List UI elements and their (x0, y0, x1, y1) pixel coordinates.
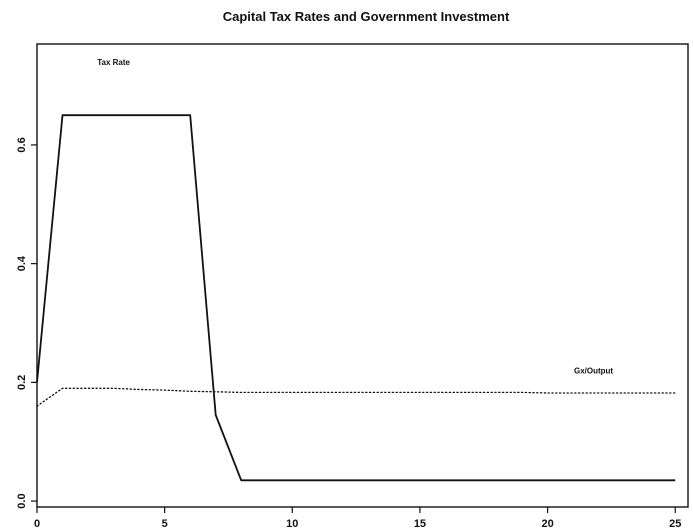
plot-frame (36, 43, 689, 508)
x-axis: 0 5 10 15 20 25 (34, 507, 681, 530)
y-tick-label-0: 0.0 (16, 493, 28, 508)
chart-title: Capital Tax Rates and Government Investm… (223, 9, 510, 24)
x-tick-label-25: 25 (669, 518, 681, 530)
annotation-layer: Tax Rate Gx/Output (97, 58, 613, 376)
series-layer (36, 114, 676, 482)
series-tax-rate-line (36, 114, 676, 482)
y-axis: 0.0 0.2 0.4 0.6 (16, 137, 37, 509)
y-tick-label-3: 0.6 (16, 137, 28, 152)
x-tick-label-20: 20 (541, 518, 553, 530)
y-tick-label-1: 0.2 (16, 375, 28, 390)
x-tick-label-0: 0 (34, 518, 40, 530)
x-tick-label-15: 15 (414, 518, 426, 530)
series-gx-output-line (36, 387, 676, 407)
x-tick-label-10: 10 (286, 518, 298, 530)
y-tick-label-2: 0.4 (16, 255, 28, 271)
annotation-0: Tax Rate (97, 58, 130, 67)
annotation-1: Gx/Output (574, 366, 613, 375)
x-tick-label-5: 5 (162, 518, 168, 530)
